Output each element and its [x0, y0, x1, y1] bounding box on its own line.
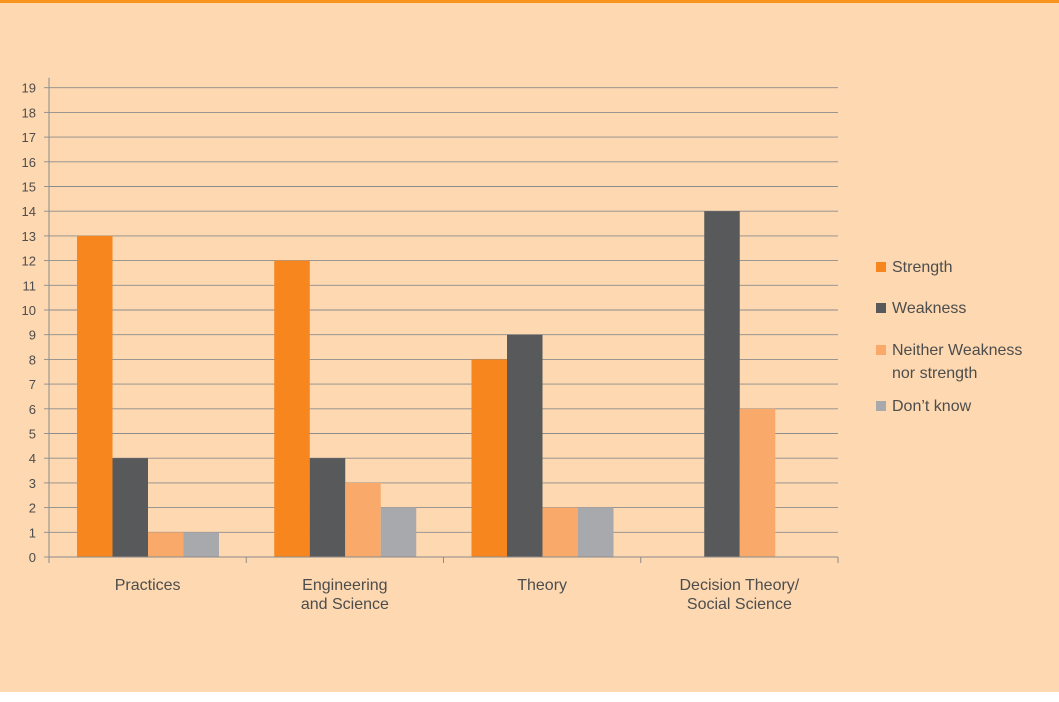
- y-tick-label: 8: [29, 352, 36, 367]
- bar: [704, 211, 740, 557]
- legend-label: Neither Weakness nor strength: [892, 342, 1022, 382]
- y-tick-label: 16: [22, 155, 36, 170]
- x-category-label-line: Decision Theory/: [679, 577, 799, 594]
- x-category-label: Decision Theory/Social Science: [679, 577, 799, 613]
- legend-label-line: Neither Weakness: [892, 342, 1022, 359]
- bar: [739, 408, 776, 557]
- bars: [77, 211, 776, 557]
- y-tick-label: 10: [22, 303, 36, 318]
- y-tick-label: 0: [29, 550, 36, 565]
- bar: [380, 507, 417, 557]
- y-tick-label: 19: [22, 81, 36, 96]
- legend-label: Weakness: [892, 300, 966, 317]
- legend-swatch: [876, 401, 886, 411]
- y-tick-label: 15: [22, 180, 36, 195]
- legend-swatch: [876, 345, 886, 355]
- x-category-label-line: Theory: [517, 577, 567, 594]
- legend-label: Don’t know: [892, 398, 972, 415]
- bar: [112, 458, 148, 557]
- y-tick-label: 2: [29, 501, 36, 516]
- y-tick-label: 6: [29, 402, 36, 417]
- y-tick-label: 12: [22, 254, 36, 269]
- bar: [148, 532, 184, 557]
- x-category-label: Practices: [115, 577, 181, 594]
- y-tick-label: 14: [22, 204, 36, 219]
- legend-label: Strength: [892, 259, 952, 276]
- legend: Strength Weakness Neither Weakness nor stre…: [876, 259, 1022, 415]
- legend-label-line: Weakness: [892, 300, 966, 317]
- legend-label-line: nor strength: [892, 365, 977, 382]
- y-tick-label: 7: [29, 377, 36, 392]
- bar: [578, 507, 614, 557]
- x-category-label: Engineering and Science: [301, 577, 389, 613]
- x-category-label-line: and Science: [301, 596, 389, 613]
- bar: [471, 359, 507, 557]
- y-tick-label: 5: [29, 427, 36, 442]
- bottom-band: [0, 692, 1059, 702]
- x-category-label-line: Engineering: [302, 577, 387, 594]
- y-tick-label: 17: [22, 130, 36, 145]
- y-tick-label: 13: [22, 229, 36, 244]
- legend-label-line: Don’t know: [892, 398, 972, 415]
- x-category-label-line: Social Science: [687, 596, 792, 613]
- bar: [507, 334, 543, 557]
- y-tick-label: 1: [29, 525, 36, 540]
- top-rule: [0, 0, 1059, 3]
- y-tick-label: 3: [29, 476, 36, 491]
- bar: [309, 458, 346, 557]
- bar: [77, 235, 113, 557]
- x-category-label-line: Practices: [115, 577, 181, 594]
- bar: [274, 260, 310, 557]
- y-tick-label: 18: [22, 105, 36, 120]
- legend-swatch: [876, 262, 886, 272]
- x-category-label: Theory: [517, 577, 567, 594]
- legend-label-line: Strength: [892, 259, 952, 276]
- y-tick-label: 4: [29, 451, 36, 466]
- y-tick-label: 9: [29, 328, 36, 343]
- bar: [542, 507, 578, 557]
- y-tick-label: 11: [23, 278, 37, 293]
- legend-swatch: [876, 303, 886, 313]
- bar: [183, 532, 219, 557]
- bar: [345, 482, 381, 557]
